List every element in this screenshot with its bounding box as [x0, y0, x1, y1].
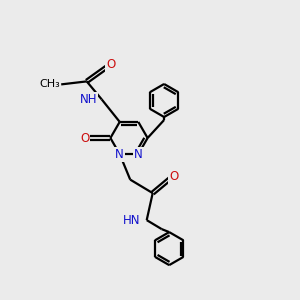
Text: O: O: [169, 170, 178, 183]
Text: N: N: [115, 148, 124, 160]
Text: O: O: [106, 58, 115, 71]
Text: HN: HN: [123, 214, 141, 226]
Text: O: O: [80, 131, 89, 145]
Text: NH: NH: [80, 93, 97, 106]
Text: N: N: [134, 148, 143, 160]
Text: CH₃: CH₃: [39, 80, 60, 89]
